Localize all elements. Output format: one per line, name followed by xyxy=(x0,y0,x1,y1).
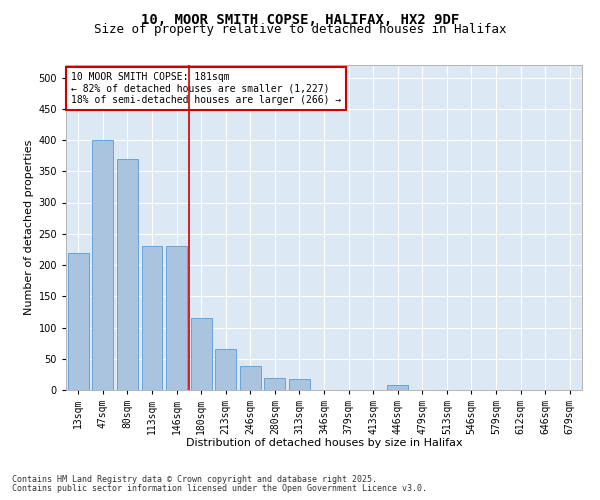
Text: Contains public sector information licensed under the Open Government Licence v3: Contains public sector information licen… xyxy=(12,484,427,493)
Bar xyxy=(68,252,89,390)
Bar xyxy=(117,159,138,390)
Bar xyxy=(289,379,310,390)
Text: 10 MOOR SMITH COPSE: 181sqm
← 82% of detached houses are smaller (1,227)
18% of : 10 MOOR SMITH COPSE: 181sqm ← 82% of det… xyxy=(71,72,341,104)
Y-axis label: Number of detached properties: Number of detached properties xyxy=(24,140,34,315)
Bar xyxy=(387,385,408,390)
Text: Contains HM Land Registry data © Crown copyright and database right 2025.: Contains HM Land Registry data © Crown c… xyxy=(12,476,377,484)
Bar xyxy=(240,366,261,390)
Bar xyxy=(142,246,163,390)
Bar xyxy=(215,350,236,390)
Text: Size of property relative to detached houses in Halifax: Size of property relative to detached ho… xyxy=(94,22,506,36)
X-axis label: Distribution of detached houses by size in Halifax: Distribution of detached houses by size … xyxy=(185,438,463,448)
Text: 10, MOOR SMITH COPSE, HALIFAX, HX2 9DF: 10, MOOR SMITH COPSE, HALIFAX, HX2 9DF xyxy=(141,12,459,26)
Bar xyxy=(92,140,113,390)
Bar xyxy=(191,318,212,390)
Bar xyxy=(265,378,286,390)
Bar xyxy=(166,246,187,390)
